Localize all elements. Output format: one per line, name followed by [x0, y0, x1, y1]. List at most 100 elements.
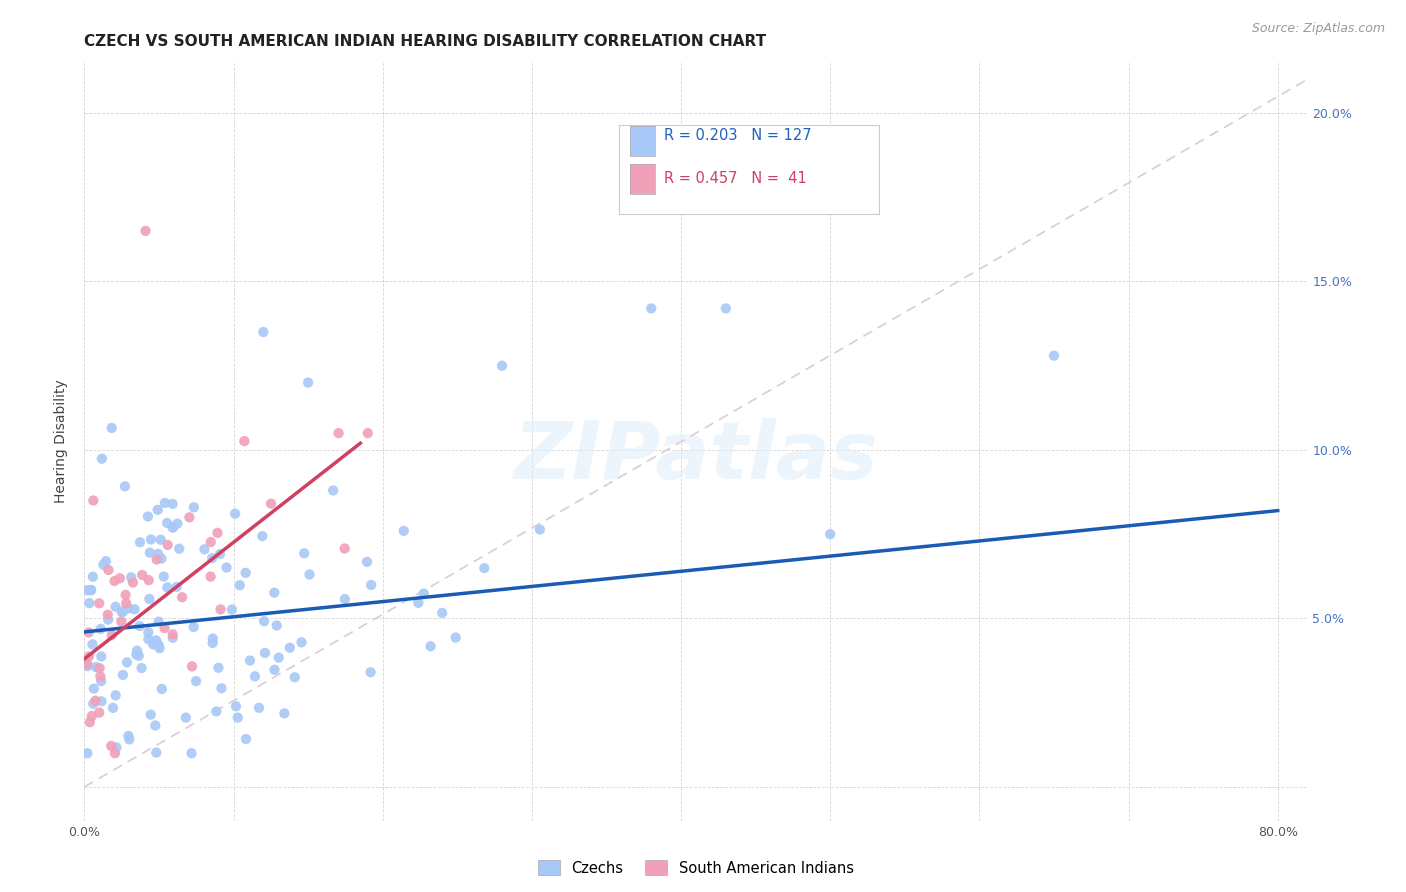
Point: [181, 659, 204, 673]
Point: [111, 668, 134, 682]
Point: [77, 625, 100, 640]
Point: [76, 657, 98, 672]
Point: [360, 665, 382, 680]
Point: [215, 560, 238, 574]
Point: [114, 588, 136, 602]
Point: [209, 681, 232, 696]
Point: [100, 628, 122, 642]
Point: [640, 301, 662, 316]
Point: [156, 580, 179, 594]
Point: [115, 656, 138, 670]
Point: [139, 546, 162, 560]
Point: [183, 620, 205, 634]
Point: [84, 660, 107, 674]
Point: [125, 648, 148, 662]
Point: [90, 451, 112, 466]
Point: [148, 615, 170, 629]
Point: [122, 575, 145, 590]
Point: [90, 674, 112, 689]
Point: [128, 619, 150, 633]
Point: [419, 640, 441, 654]
Point: [149, 641, 172, 656]
Point: [243, 669, 266, 683]
Point: [167, 541, 190, 556]
Point: [90, 622, 112, 636]
Point: [94, 554, 117, 568]
Point: [200, 569, 222, 583]
Point: [149, 533, 172, 547]
Point: [82, 493, 104, 508]
Point: [111, 605, 134, 619]
Point: [226, 711, 249, 725]
Point: [253, 614, 276, 628]
Point: [142, 638, 165, 652]
Point: [77, 649, 100, 664]
Point: [491, 359, 513, 373]
Point: [297, 376, 319, 390]
Point: [145, 746, 167, 760]
Point: [131, 568, 153, 582]
Point: [105, 740, 128, 755]
Point: [143, 718, 166, 732]
Point: [184, 674, 207, 689]
Point: [139, 533, 162, 547]
Point: [128, 648, 150, 663]
Point: [408, 596, 430, 610]
Point: [97, 607, 120, 622]
Point: [333, 541, 356, 556]
Point: [356, 555, 378, 569]
Point: [76, 746, 98, 760]
Point: [224, 507, 246, 521]
Point: [162, 631, 184, 645]
Point: [252, 325, 274, 339]
Point: [139, 707, 162, 722]
Point: [89, 669, 111, 683]
Point: [90, 694, 112, 708]
Point: [252, 529, 274, 543]
Point: [290, 635, 312, 649]
Point: [529, 523, 551, 537]
Point: [104, 746, 127, 760]
Point: [90, 649, 112, 664]
Point: [233, 434, 256, 449]
Point: [156, 516, 179, 530]
Point: [124, 602, 146, 616]
Point: [84, 694, 107, 708]
Point: [145, 552, 167, 566]
Point: [118, 732, 141, 747]
Point: [82, 697, 104, 711]
Point: [162, 497, 184, 511]
Point: [89, 596, 111, 610]
Point: [136, 632, 159, 647]
Point: [162, 520, 184, 534]
Point: [207, 525, 229, 540]
Point: [714, 301, 737, 316]
Point: [150, 551, 173, 566]
Point: [110, 615, 132, 629]
Point: [229, 578, 252, 592]
Point: [153, 621, 176, 635]
Point: [322, 483, 344, 498]
Point: [100, 739, 122, 753]
Point: [76, 583, 98, 598]
Point: [162, 627, 184, 641]
Point: [221, 602, 243, 616]
Point: [200, 535, 222, 549]
Point: [135, 224, 157, 238]
Point: [472, 561, 495, 575]
Point: [93, 558, 115, 572]
Point: [145, 633, 167, 648]
Point: [239, 654, 262, 668]
Point: [209, 602, 232, 616]
Point: [201, 636, 224, 650]
Point: [166, 580, 188, 594]
Point: [100, 421, 122, 435]
Point: [328, 426, 350, 441]
Point: [108, 571, 131, 585]
Point: [115, 596, 138, 610]
Point: [444, 631, 467, 645]
Point: [298, 567, 321, 582]
Point: [235, 566, 257, 580]
Point: [357, 426, 380, 441]
Point: [284, 670, 307, 684]
